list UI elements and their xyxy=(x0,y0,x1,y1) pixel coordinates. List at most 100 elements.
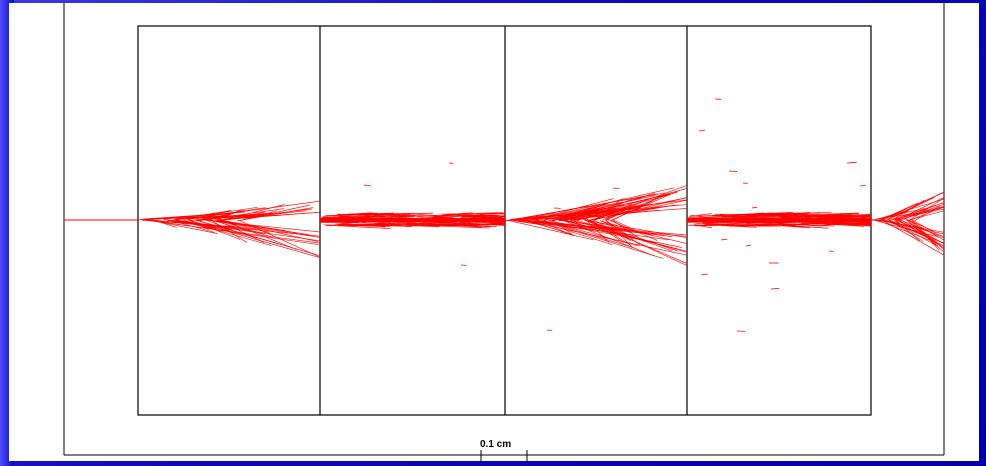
crack-line xyxy=(595,220,631,242)
crack-line xyxy=(899,219,945,244)
scale-bar-label: 0.1 cm xyxy=(480,439,511,450)
crack-line xyxy=(787,215,811,219)
crack-line xyxy=(612,187,620,189)
crack-line xyxy=(590,220,631,246)
crack-line xyxy=(543,220,639,247)
crack-line xyxy=(215,218,265,243)
crack-line xyxy=(206,219,321,238)
crack-line xyxy=(466,222,499,226)
crack-line xyxy=(551,219,575,237)
crack-line xyxy=(896,211,931,221)
crack-line xyxy=(846,161,857,164)
crack-line xyxy=(415,221,442,225)
crack-line xyxy=(494,215,506,218)
crack-line xyxy=(908,219,945,250)
crack-line xyxy=(219,218,298,251)
crack-line xyxy=(906,219,938,246)
crack-line xyxy=(778,211,832,215)
crack-line xyxy=(546,329,553,331)
crack-line xyxy=(696,213,712,216)
crack-line xyxy=(533,201,624,220)
crack-line xyxy=(613,219,636,231)
crack-line xyxy=(711,215,754,217)
crack-line xyxy=(588,199,687,222)
crack-line xyxy=(871,218,945,233)
crack-line xyxy=(909,206,945,221)
crack-line xyxy=(567,192,656,221)
crack-line xyxy=(887,197,935,221)
figure-panel: 0.1 cm xyxy=(9,3,979,461)
crack-line xyxy=(339,221,359,225)
crack-growth-diagram: 0.1 cm xyxy=(63,3,945,461)
crack-line xyxy=(914,203,945,222)
crack-line xyxy=(476,212,506,215)
crack-line xyxy=(721,224,754,226)
crack-line xyxy=(536,219,573,236)
crack-line xyxy=(199,212,235,222)
crack-line xyxy=(508,220,594,241)
crack-line xyxy=(236,207,314,222)
crack-line xyxy=(876,208,945,220)
crack-line xyxy=(187,218,209,230)
crack-line xyxy=(242,204,310,221)
crack-line xyxy=(205,219,233,231)
crack-line xyxy=(770,288,780,290)
crack-line xyxy=(572,188,688,221)
crack-line xyxy=(790,223,806,226)
crack-line xyxy=(143,211,246,221)
crack-line xyxy=(563,209,660,221)
crack-line xyxy=(909,220,945,241)
crack-line xyxy=(687,215,734,218)
crack-line xyxy=(209,219,248,243)
crack-line xyxy=(217,211,321,221)
crack-line xyxy=(183,220,272,246)
crack-line xyxy=(796,224,835,227)
crack-line xyxy=(845,215,872,218)
crack-line xyxy=(720,225,757,228)
crack-line xyxy=(818,222,872,225)
crack-line xyxy=(570,219,688,253)
crack-line xyxy=(880,218,924,235)
crack-line xyxy=(901,219,945,239)
crack-line xyxy=(751,206,757,209)
crack-line xyxy=(895,219,920,242)
crack-line xyxy=(363,212,434,216)
crack-line xyxy=(534,220,623,230)
crack-line xyxy=(593,185,687,220)
crack-line xyxy=(331,221,400,224)
crack-line xyxy=(881,219,945,256)
crack-line xyxy=(521,218,572,235)
crack-line xyxy=(563,219,678,250)
crack-line xyxy=(548,220,683,248)
crack-line xyxy=(866,222,872,225)
crack-line xyxy=(605,220,641,246)
crack-line xyxy=(690,214,710,219)
crack-line xyxy=(700,273,708,276)
crack-line xyxy=(781,225,804,227)
crack-line xyxy=(552,191,678,222)
crack-line xyxy=(862,215,872,218)
crack-line xyxy=(339,213,365,216)
crack-line xyxy=(745,244,751,247)
crack-line xyxy=(210,208,285,220)
crack-line xyxy=(606,206,632,221)
crack-line xyxy=(720,238,728,241)
crack-line xyxy=(588,220,688,244)
crack-line xyxy=(509,219,542,226)
crack-line xyxy=(748,214,773,217)
crack-line xyxy=(195,219,282,245)
crack-line xyxy=(564,219,596,231)
crack-line xyxy=(463,214,506,216)
scale-bar: 0.1 cm xyxy=(480,439,528,461)
crack-line xyxy=(332,215,376,217)
crack-line xyxy=(903,207,930,221)
crack-lines xyxy=(64,98,945,332)
crack-line xyxy=(542,195,656,221)
crack-line xyxy=(698,129,706,132)
crack-line xyxy=(448,221,466,225)
crack-line xyxy=(346,224,394,227)
crack-line xyxy=(585,218,610,243)
crack-line xyxy=(217,219,298,234)
crack-line xyxy=(728,170,738,172)
crack-line xyxy=(888,219,924,242)
